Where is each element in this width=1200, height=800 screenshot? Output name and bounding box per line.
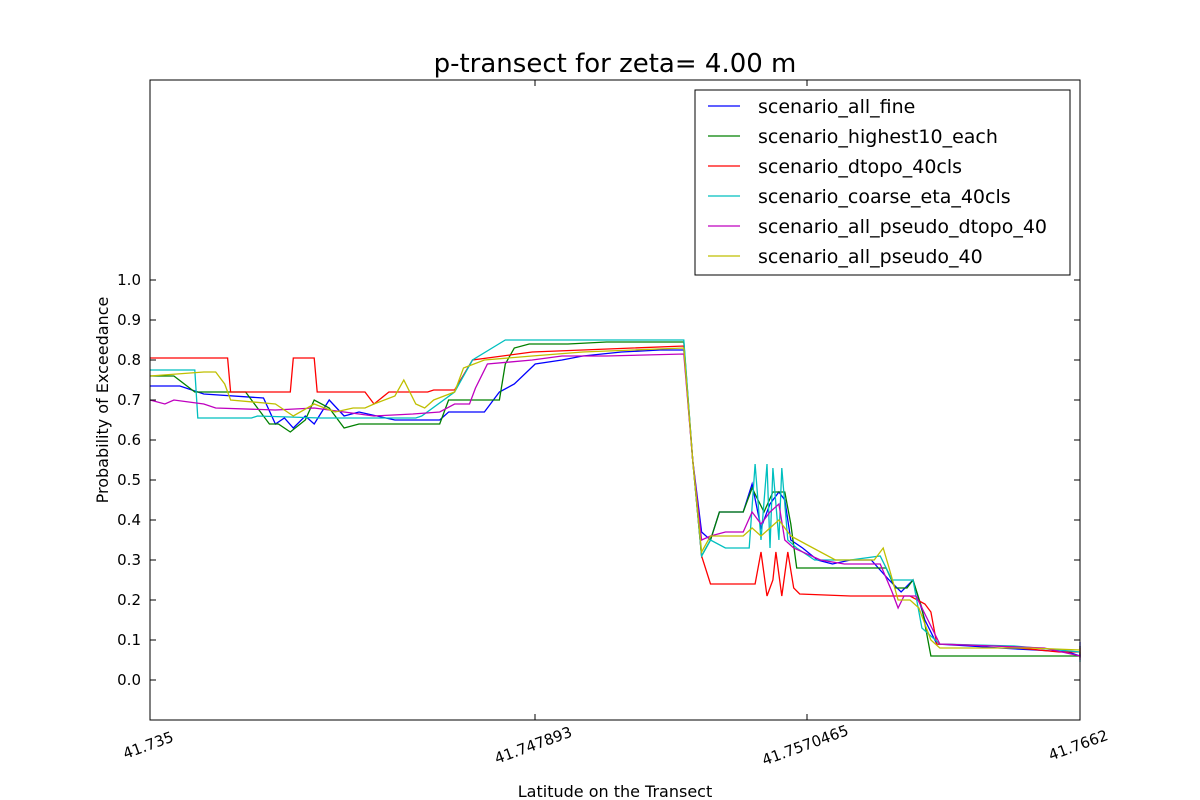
series-line-scenario_highest10_each [150, 341, 1081, 657]
chart-title: p-transect for zeta= 4.00 m [434, 49, 797, 79]
y-tick-label: 0.2 [117, 591, 141, 609]
y-axis: 0.0 0.1 0.2 0.3 0.4 0.5 0.6 0.7 0.8 0.9 1.0 [117, 271, 1080, 689]
series-line-scenario_all_fine [150, 349, 1081, 657]
x-tick-label: 41.747893 [492, 723, 574, 768]
y-tick-label: 0.1 [117, 631, 141, 649]
legend-label: scenario_coarse_eta_40cls [758, 186, 1011, 208]
y-tick-label: 0.9 [117, 311, 141, 329]
y-tick-label: 0.4 [117, 511, 141, 529]
legend-label: scenario_highest10_each [758, 126, 998, 148]
y-tick-label: 0.7 [117, 391, 141, 409]
x-tick-label: 41.735 [121, 728, 176, 763]
legend: scenario_all_fine scenario_highest10_each… [694, 89, 1071, 276]
x-tick-label: 41.7662 [1046, 726, 1110, 764]
series-line-scenario_coarse_eta_40cls [150, 339, 1081, 662]
y-tick-label: 0.5 [117, 471, 141, 489]
series-line-scenario_dtopo_40cls [150, 345, 1081, 658]
y-tick-label: 0.6 [117, 431, 141, 449]
y-tick-label: 1.0 [117, 271, 141, 289]
y-axis-label: Probability of Exceedance [93, 297, 112, 504]
legend-label: scenario_all_pseudo_40 [758, 246, 983, 268]
legend-label: scenario_all_pseudo_dtopo_40 [758, 216, 1047, 238]
x-axis-label: Latitude on the Transect [518, 782, 713, 800]
x-tick-label: 41.7570465 [760, 721, 851, 769]
series-line-scenario_all_pseudo_dtopo_40 [149, 353, 1081, 660]
legend-box [694, 89, 1071, 276]
y-tick-label: 0.8 [117, 351, 141, 369]
y-tick-label: 0.0 [117, 671, 141, 689]
series-line-scenario_all_pseudo_40 [149, 347, 1081, 654]
legend-label: scenario_all_fine [758, 96, 915, 118]
plot-lines [149, 339, 1081, 662]
legend-label: scenario_dtopo_40cls [758, 156, 962, 178]
y-tick-label: 0.3 [117, 551, 141, 569]
